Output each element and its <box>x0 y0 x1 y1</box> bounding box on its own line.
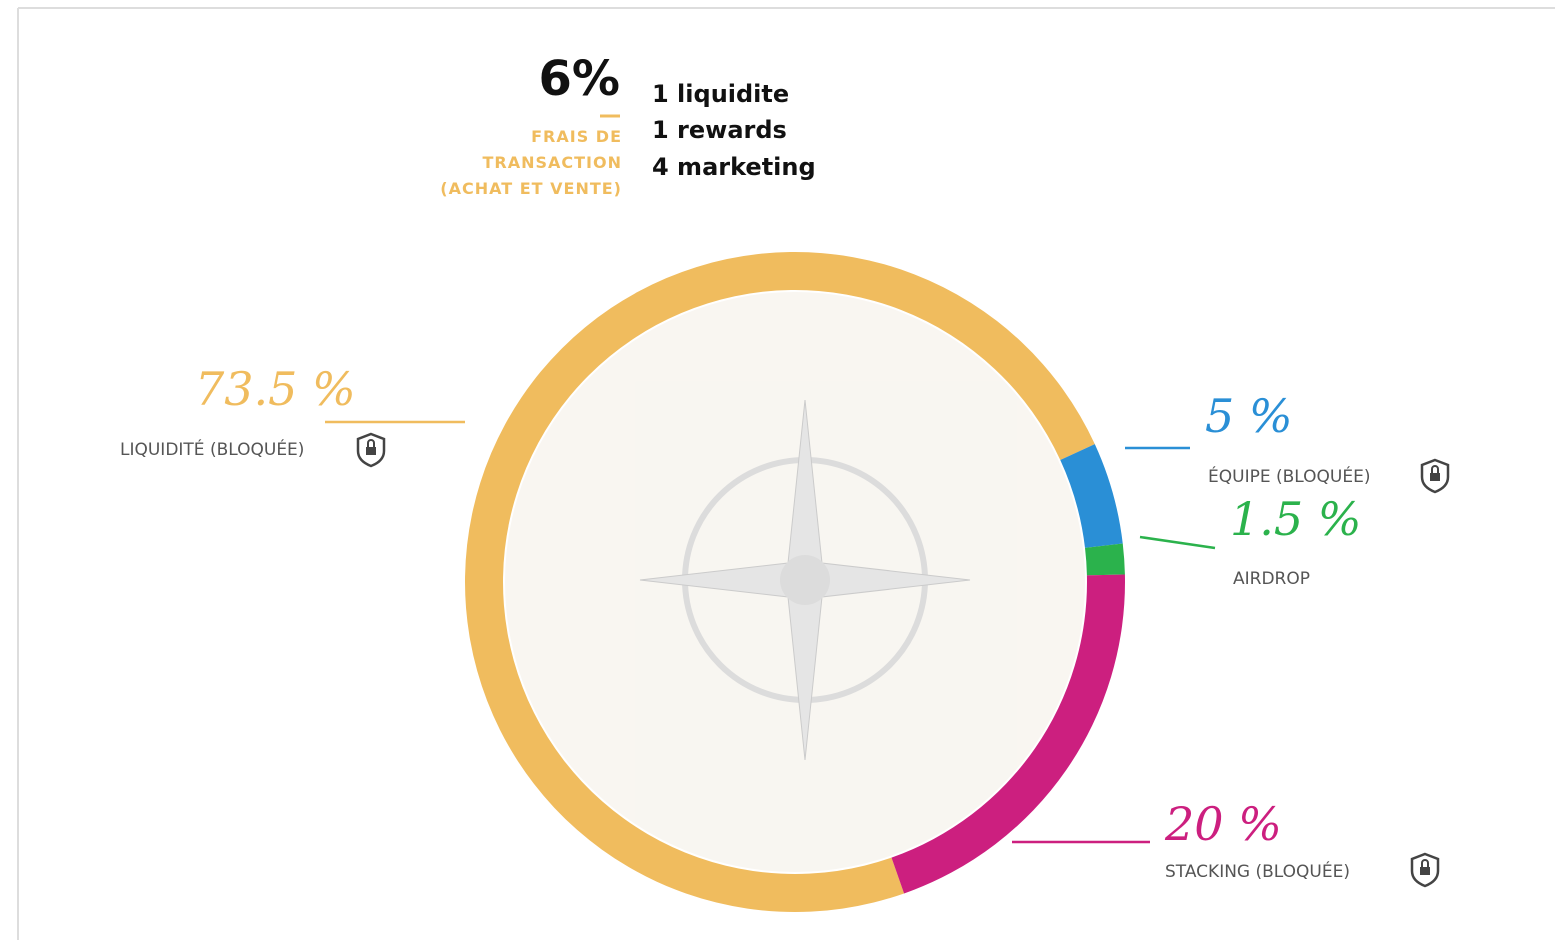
fee-caption: TRANSACTION <box>482 153 622 172</box>
fee-caption: (ACHAT ET VENTE) <box>440 179 622 198</box>
category-label: ÉQUIPE (BLOQUÉE) <box>1208 465 1370 487</box>
category-label: AIRDROP <box>1233 569 1310 589</box>
donut-segment <box>1085 543 1125 576</box>
value-label: 1.5 % <box>1230 492 1362 546</box>
donut-segment <box>1060 444 1123 548</box>
lock-icon <box>1420 458 1450 494</box>
donut <box>464 251 1125 912</box>
fee-total: 6% <box>539 51 621 107</box>
fee-item: 1 rewards <box>652 116 787 144</box>
fee-item: 1 liquidite <box>652 80 789 108</box>
leader-line <box>1139 535 1216 550</box>
value-label: 5 % <box>1205 389 1293 443</box>
donut-segment <box>891 574 1125 894</box>
value-label: 20 % <box>1164 797 1282 851</box>
fee-item: 4 marketing <box>652 153 816 181</box>
compass-background <box>505 292 1085 872</box>
lock-icon <box>356 432 386 468</box>
category-label: STACKING (BLOQUÉE) <box>1165 860 1350 882</box>
lock-icon <box>1410 852 1440 888</box>
value-label: 73.5 % <box>195 362 356 416</box>
fee-caption: FRAIS DE <box>531 127 622 146</box>
category-label: LIQUIDITÉ (BLOQUÉE) <box>120 438 304 460</box>
